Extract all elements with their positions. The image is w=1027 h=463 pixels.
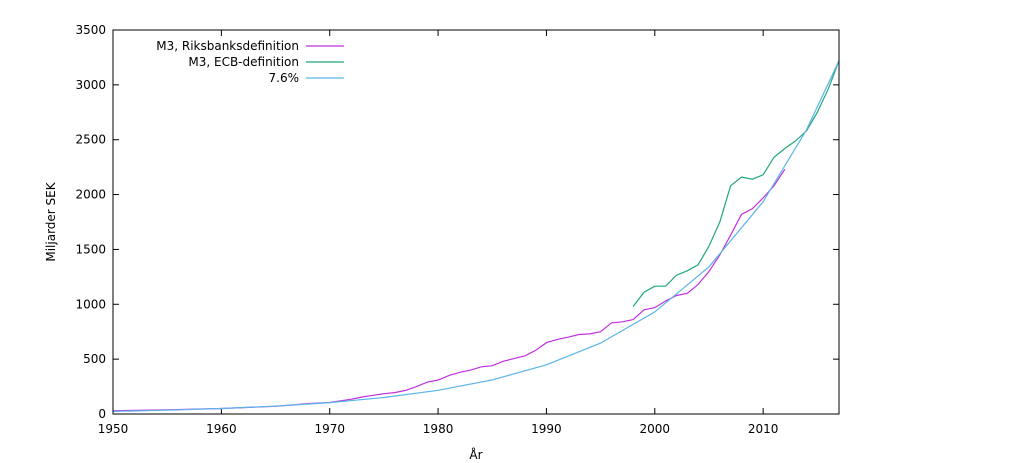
y-tick-label: 0: [98, 407, 106, 421]
x-axis-label: År: [469, 447, 482, 462]
series-line-1: [112, 168, 786, 412]
y-tick-label: 2000: [75, 188, 106, 202]
x-tick-label: 1990: [531, 422, 562, 436]
series-line-2: [632, 60, 840, 307]
y-tick-label: 1500: [75, 242, 106, 256]
series-line-3: [112, 60, 840, 412]
x-tick-label: 1950: [98, 422, 129, 436]
plot-frame: [112, 29, 840, 415]
legend-label: M3, Riksbanksdefinition: [156, 39, 299, 53]
x-tick-label: 1980: [423, 422, 454, 436]
legend-label: 7.6%: [269, 71, 300, 85]
y-tick-label: 3000: [75, 78, 106, 92]
series-lines: [112, 60, 840, 412]
axis-ticks: 0 500 1000 1500 2000 2500 3000 3500 1950 1960 1970…: [75, 23, 839, 436]
x-tick-label: 2000: [640, 422, 671, 436]
y-tick-label: 3500: [75, 23, 106, 37]
x-tick-label: 1960: [206, 422, 237, 436]
y-axis-label: Miljarder SEK: [44, 181, 58, 261]
x-tick-label: 1970: [314, 422, 345, 436]
legend-label: M3, ECB-definition: [188, 55, 299, 69]
y-tick-label: 2500: [75, 133, 106, 147]
y-tick-label: 500: [83, 352, 106, 366]
legend: M3, Riksbanksdefinition M3, ECB-definitio…: [156, 39, 344, 85]
x-tick-label: 2010: [748, 422, 779, 436]
y-tick-label: 1000: [75, 297, 106, 311]
